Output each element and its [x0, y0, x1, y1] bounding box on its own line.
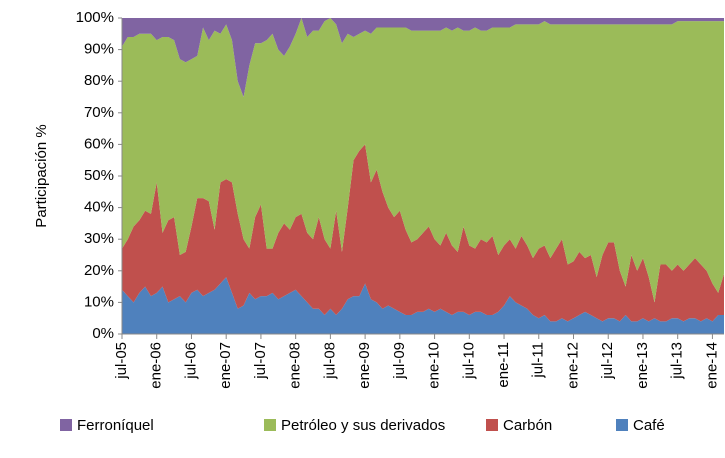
x-tick-label: ene-09 [356, 342, 373, 389]
y-tick-label: 90% [84, 41, 114, 58]
y-tick-label: 40% [84, 199, 114, 216]
y-tick-label: 60% [84, 135, 114, 152]
y-tick-label: 0% [92, 325, 114, 342]
x-tick-label: jul-09 [391, 342, 408, 380]
x-tick-label: ene-07 [217, 342, 234, 389]
legend-label: Petróleo y sus derivados [281, 417, 445, 434]
x-tick-label: jul-12 [599, 342, 616, 380]
legend-swatch [60, 419, 72, 431]
legend-swatch [486, 419, 498, 431]
x-tick-label: ene-14 [703, 342, 720, 389]
x-tick-label: ene-12 [564, 342, 581, 389]
x-tick-label: ene-13 [634, 342, 651, 389]
y-tick-label: 20% [84, 262, 114, 279]
area [122, 18, 724, 303]
y-tick-label: 30% [84, 230, 114, 247]
x-tick-label: jul-07 [252, 342, 269, 380]
x-tick-label: ene-10 [426, 342, 443, 389]
legend-swatch [264, 419, 276, 431]
x-tick-label: jul-06 [182, 342, 199, 380]
legend-label: Carbón [503, 417, 552, 434]
x-tick-label: jul-08 [321, 342, 338, 380]
x-tick-label: jul-10 [460, 342, 477, 380]
y-tick-label: 80% [84, 72, 114, 89]
y-tick-label: 70% [84, 104, 114, 121]
legend-label: Ferroníquel [77, 417, 154, 434]
y-tick-label: 50% [84, 167, 114, 184]
area [122, 277, 724, 334]
legend-label: Café [633, 417, 665, 434]
x-tick-label: ene-06 [148, 342, 165, 389]
x-tick-label: ene-08 [287, 342, 304, 389]
legend-swatch [616, 419, 628, 431]
x-tick-label: ene-11 [495, 342, 512, 388]
area [122, 18, 724, 97]
y-tick-label: 100% [76, 9, 114, 26]
x-tick-label: jul-05 [113, 342, 130, 380]
y-axis-label: Participación % [33, 124, 50, 227]
x-tick-label: jul-13 [669, 342, 686, 380]
y-tick-label: 10% [84, 293, 114, 310]
area [122, 144, 724, 322]
x-tick-label: jul-11 [530, 342, 547, 379]
